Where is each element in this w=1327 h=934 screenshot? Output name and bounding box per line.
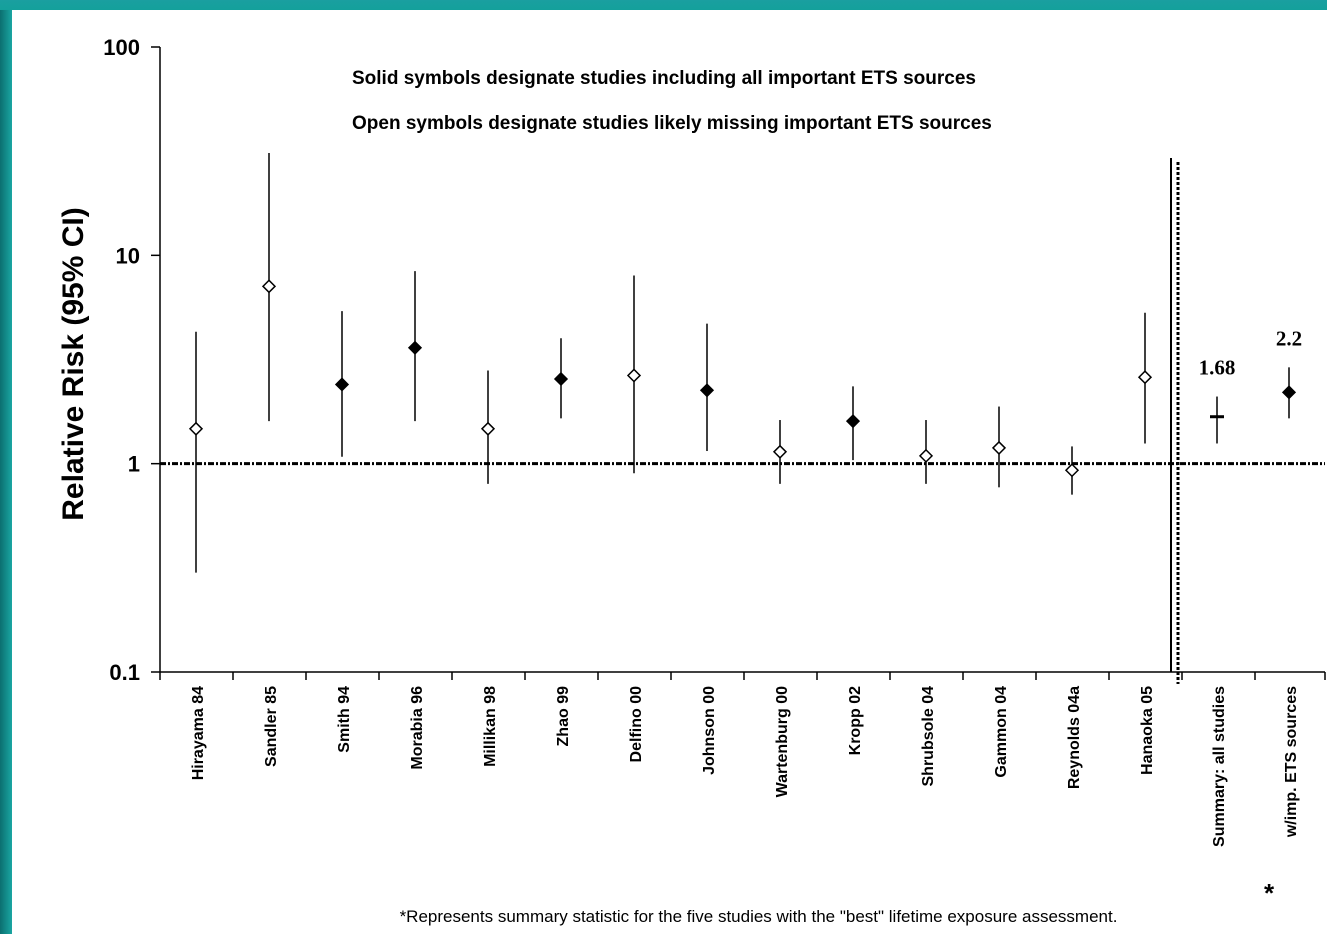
x-tick-label: Smith 94 bbox=[336, 686, 353, 753]
y-tick-label: 10 bbox=[116, 243, 140, 268]
solid-diamond-marker bbox=[1281, 385, 1297, 400]
x-tick-label: Reynolds 04a bbox=[1066, 686, 1083, 789]
solid-diamond-marker bbox=[553, 371, 569, 387]
open-diamond-marker bbox=[991, 440, 1007, 455]
solid-diamond-marker bbox=[334, 377, 350, 392]
x-tick-label: Kropp 02 bbox=[847, 686, 864, 755]
solid-diamond-marker bbox=[699, 383, 715, 398]
x-tick-label: Shrubsole 04 bbox=[920, 686, 937, 787]
y-tick-label: 100 bbox=[103, 35, 140, 60]
axes bbox=[159, 47, 1326, 684]
open-diamond-marker bbox=[772, 444, 788, 459]
data-label: 2.2 bbox=[1276, 326, 1302, 350]
x-tick-label: Wartenburg 00 bbox=[774, 686, 791, 798]
open-diamond-marker bbox=[1064, 463, 1080, 478]
data-label: 1.68 bbox=[1199, 356, 1236, 380]
open-diamond-marker bbox=[480, 421, 496, 436]
slide-top-band bbox=[0, 0, 1327, 10]
x-tick-label: Summary: all studies bbox=[1211, 686, 1228, 847]
solid-diamond-marker bbox=[845, 414, 861, 429]
x-tick-label: Hanaoka 05 bbox=[1139, 686, 1156, 775]
legend-note-open: Open symbols designate studies likely mi… bbox=[352, 113, 992, 134]
x-tick-label: w/imp. ETS sources bbox=[1283, 686, 1300, 838]
footnote: *Represents summary statistic for the fi… bbox=[399, 907, 1118, 926]
x-tick-labels: Hirayama 84 Sandler 85 Smith 94 Morabia 96 M… bbox=[190, 686, 1300, 847]
y-axis-label: Relative Risk (95% CI) bbox=[57, 207, 90, 520]
open-diamond-marker bbox=[1137, 370, 1153, 385]
x-tick-label: Millikan 98 bbox=[482, 686, 499, 767]
x-tick-label: Hirayama 84 bbox=[190, 686, 207, 780]
x-tick-label: Delfino 00 bbox=[628, 686, 645, 763]
legend-note-solid: Solid symbols designate studies includin… bbox=[352, 68, 976, 89]
open-diamond-marker bbox=[918, 448, 934, 463]
x-tick-label: Zhao 99 bbox=[555, 686, 572, 747]
y-tick-label: 1 bbox=[128, 452, 140, 477]
open-diamond-marker bbox=[261, 279, 277, 294]
chart-marks: 1.68 2.2 * bbox=[188, 152, 1302, 908]
asterisk-mark: * bbox=[1264, 878, 1275, 908]
x-tick-label: Morabia 96 bbox=[409, 686, 426, 770]
x-tick-label: Gammon 04 bbox=[993, 686, 1010, 778]
open-diamond-marker bbox=[626, 368, 642, 383]
y-ticks: 0.1 1 10 100 bbox=[103, 35, 160, 685]
y-tick-label: 0.1 bbox=[109, 660, 140, 685]
x-tick-label: Sandler 85 bbox=[263, 686, 280, 767]
solid-diamond-marker bbox=[407, 340, 423, 355]
x-tick-label: Johnson 00 bbox=[701, 686, 718, 775]
open-diamond-marker bbox=[188, 421, 204, 436]
